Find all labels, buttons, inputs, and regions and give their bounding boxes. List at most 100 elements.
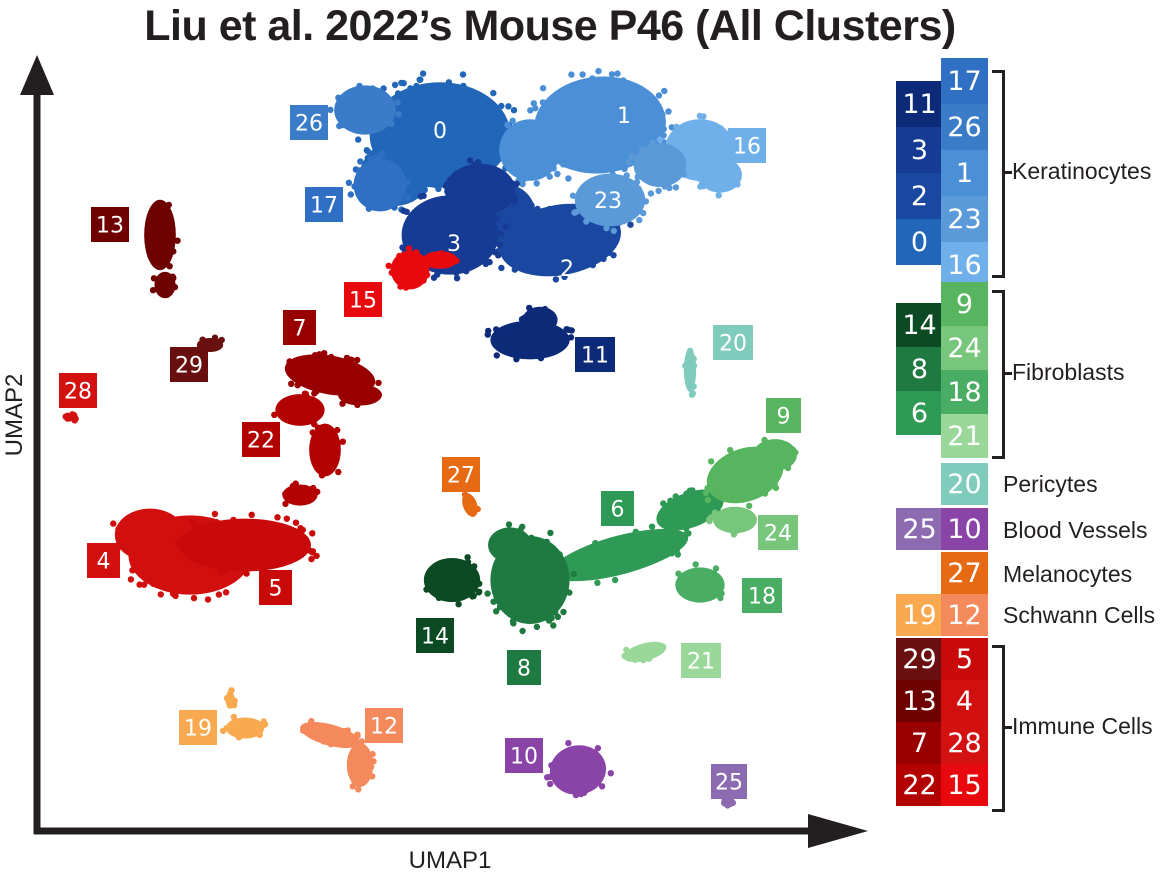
cluster-23-point [605, 206, 612, 214]
cluster-label-17: 17 [305, 187, 343, 222]
cluster-10-point [594, 745, 602, 752]
cluster-29-point [218, 336, 225, 344]
cluster-12-point [308, 717, 315, 725]
cluster-8-point [513, 609, 521, 616]
legend-swatch-2: 2 [896, 173, 943, 219]
cluster-24-point [750, 515, 757, 522]
legend-swatch-15: 15 [941, 764, 988, 806]
cluster-26-point [362, 96, 370, 104]
legend-group-label: Schwann Cells [1003, 602, 1156, 628]
cluster-label-text: 15 [349, 289, 377, 314]
cluster-15-point [396, 252, 403, 260]
cluster-11-point [519, 346, 526, 353]
legend-swatch-17: 17 [941, 58, 988, 104]
cluster-1-point [539, 99, 547, 106]
cluster-label-box [681, 643, 721, 678]
cluster-22-point [306, 406, 313, 413]
cluster-6-point [618, 546, 626, 554]
legend-swatch-1: 1 [941, 150, 988, 196]
cluster-3-point [455, 171, 462, 179]
cluster-5-point [267, 551, 274, 559]
cluster-12-point [358, 738, 366, 745]
cluster-3-point [467, 181, 474, 188]
cluster-9-point [734, 468, 741, 476]
cluster-0-point [460, 82, 467, 90]
cluster-3-point [482, 260, 489, 268]
cluster-13-point [163, 291, 171, 298]
cluster-11-point [498, 329, 505, 336]
cluster-1-point [660, 125, 667, 133]
cluster-8-point [539, 591, 546, 598]
cluster-label-box [305, 187, 343, 222]
cluster-0-point [394, 90, 402, 97]
cluster-0-point [398, 79, 405, 87]
cluster-29-point [199, 336, 206, 343]
cluster-13-point [150, 275, 158, 282]
cluster-14-point [423, 586, 430, 593]
cluster-label-text: 12 [370, 715, 398, 740]
cluster-2-point [511, 266, 518, 273]
legend-swatch-5: 5 [941, 638, 988, 680]
cluster-16-point [673, 123, 680, 130]
cluster-14-point [461, 592, 468, 599]
cluster-16-point [715, 192, 722, 199]
cluster-3-point [508, 180, 516, 187]
cluster-26-point [394, 99, 401, 106]
cluster-17-point [377, 151, 385, 159]
cluster-17-point [367, 155, 374, 163]
cluster-1-point [645, 118, 652, 126]
axes: UMAP1 UMAP2 [1, 55, 868, 874]
cluster-3-point [484, 249, 491, 257]
cluster-6-point [671, 530, 679, 537]
cluster-16-point [708, 166, 715, 173]
cluster-4-point [157, 591, 164, 598]
cluster-3-point [450, 202, 457, 209]
cluster-24-points [706, 506, 757, 538]
cluster-23-point [647, 190, 655, 197]
legend-bracket [992, 645, 1005, 812]
cluster-11-point [513, 356, 520, 363]
cluster-5-point [195, 545, 203, 552]
cluster-1-point [509, 127, 516, 135]
cluster-10-point [544, 774, 551, 781]
cluster-26-point [352, 121, 359, 128]
cluster-15-point [437, 250, 444, 258]
cluster-7-point [299, 368, 306, 375]
cluster-17-point [398, 190, 405, 197]
cluster-4-point [190, 574, 197, 581]
cluster-8-point [512, 583, 519, 591]
cluster-label-box [742, 578, 782, 613]
cluster-26-point [388, 120, 395, 128]
cluster-1-point [548, 128, 556, 135]
cluster-label-text: 13 [96, 214, 124, 239]
cluster-1-point [571, 142, 578, 149]
cluster-23-point [619, 181, 627, 188]
cluster-18-point [704, 581, 711, 589]
cluster-16-point [698, 141, 706, 148]
cluster-7-point [308, 360, 316, 367]
cluster-13-point [166, 263, 173, 270]
legend-swatch-8: 8 [896, 347, 943, 391]
legend-swatch-29: 29 [896, 638, 943, 680]
cluster-8-point [570, 570, 577, 578]
cluster-22-point [335, 468, 342, 476]
cluster-1-point [650, 106, 657, 114]
cluster-0-point [424, 111, 431, 118]
cluster-23-point [649, 139, 656, 146]
cluster-15-point [436, 260, 443, 267]
cluster-4-point [136, 515, 143, 523]
cluster-29-point [211, 334, 219, 341]
cluster-14-core [423, 558, 481, 602]
cluster-8-point [505, 521, 513, 528]
cluster-1-point [570, 150, 577, 157]
cluster-9-point [761, 490, 769, 497]
cluster-6-point [581, 567, 588, 575]
legend-swatch-24: 24 [941, 326, 988, 370]
cluster-1-point [614, 110, 621, 117]
cluster-2-point [546, 205, 553, 213]
cluster-10-point [587, 769, 594, 777]
cluster-4-point [127, 576, 135, 583]
cluster-3-point [458, 232, 466, 240]
cluster-13-point [155, 202, 162, 210]
cluster-5-point [235, 538, 242, 546]
